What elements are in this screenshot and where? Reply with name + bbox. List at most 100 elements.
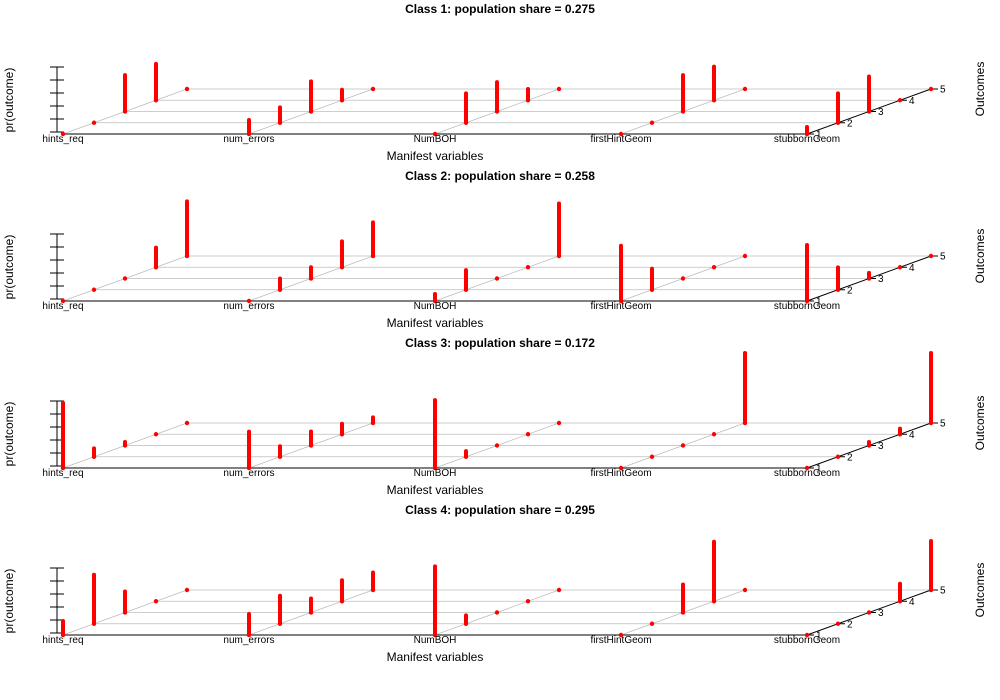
bar-base-point: [742, 253, 748, 259]
outcome-tick-label: 1: [816, 130, 822, 141]
bar-base-point: [711, 265, 717, 270]
bar-base-point: [525, 599, 531, 604]
y-axis-title: pr(outcome): [2, 235, 16, 300]
z-axis-title: Outcomes: [973, 62, 987, 117]
variable-label: firstHintGeom: [590, 301, 651, 312]
x-axis-title: Manifest variables: [387, 316, 484, 330]
variable-label: hints_req: [42, 468, 83, 479]
variable-label: stubbornGeom: [774, 301, 840, 312]
variable-label: NumBOH: [414, 468, 457, 479]
outcome-tick-label: 5: [940, 419, 946, 430]
bar-base-point: [153, 599, 159, 604]
y-axis-title: pr(outcome): [2, 569, 16, 634]
outcome-tick-label: 3: [878, 107, 884, 118]
panel-title: Class 4: population share = 0.295: [405, 503, 595, 517]
bar-base-point: [742, 86, 748, 92]
variable-label: stubbornGeom: [774, 468, 840, 479]
z-axis-title: Outcomes: [973, 563, 987, 618]
outcome-tick-label: 3: [878, 441, 884, 452]
bar-base-point: [928, 86, 934, 92]
bar-base-point: [649, 454, 655, 459]
bar-base-point: [60, 131, 66, 137]
bar-base-point: [556, 587, 562, 593]
chart-panel-3: Class 3: population share = 0.172 1 2 3 4 5 hi…: [2, 336, 987, 497]
bar-base-point: [494, 276, 500, 281]
outcome-tick-label: 2: [847, 118, 853, 129]
bar-base-point: [184, 420, 190, 426]
bar-base-point: [370, 86, 376, 92]
bar-base-point: [618, 131, 624, 137]
bar-base-point: [153, 432, 159, 437]
y-axis-title: pr(outcome): [2, 68, 16, 133]
bar-base-point: [432, 131, 438, 137]
variable-label: NumBOH: [414, 301, 457, 312]
outcome-tick-label: 4: [909, 263, 915, 274]
bar-base-point: [122, 276, 128, 281]
bar-base-point: [618, 465, 624, 471]
bar-base-point: [184, 587, 190, 593]
variable-label: firstHintGeom: [590, 134, 651, 145]
panel-title: Class 1: population share = 0.275: [405, 2, 595, 16]
bar-base-point: [804, 632, 810, 638]
bar-base-point: [184, 86, 190, 92]
bar-base-point: [897, 265, 903, 270]
variable-label: num_errors: [223, 635, 274, 646]
outcome-tick-label: 5: [940, 586, 946, 597]
outcome-tick-label: 3: [878, 274, 884, 285]
x-axis-title: Manifest variables: [387, 650, 484, 664]
outcome-tick-label: 5: [940, 252, 946, 263]
variable-label: firstHintGeom: [590, 468, 651, 479]
bar-base-point: [649, 621, 655, 626]
chart-panel-4: Class 4: population share = 0.295 1 2 3 4 5 hi…: [2, 503, 987, 664]
outcome-tick-label: 4: [909, 430, 915, 441]
bar-base-point: [618, 632, 624, 638]
bar-base-point: [680, 443, 686, 448]
outcome-tick-label: 2: [847, 452, 853, 463]
bar-base-point: [711, 432, 717, 437]
bar-base-point: [556, 420, 562, 426]
bar-base-point: [742, 587, 748, 593]
bar-base-point: [897, 98, 903, 103]
z-axis-title: Outcomes: [973, 229, 987, 284]
variable-label: stubbornGeom: [774, 635, 840, 646]
chart-panel-1: Class 1: population share = 0.275 1 2 3 4 5 hi…: [2, 2, 987, 163]
variable-label: hints_req: [42, 635, 83, 646]
bar-base-point: [804, 465, 810, 471]
variable-label: firstHintGeom: [590, 635, 651, 646]
bar-base-point: [556, 86, 562, 92]
z-axis-title: Outcomes: [973, 396, 987, 451]
variable-label: num_errors: [223, 468, 274, 479]
x-axis-title: Manifest variables: [387, 149, 484, 163]
outcome-tick-label: 1: [816, 297, 822, 308]
bar-base-point: [494, 443, 500, 448]
variable-label: hints_req: [42, 301, 83, 312]
y-axis-title: pr(outcome): [2, 402, 16, 467]
variable-label: hints_req: [42, 134, 83, 145]
bar-base-point: [246, 298, 252, 304]
panel-title: Class 2: population share = 0.258: [405, 169, 595, 183]
bar-base-point: [525, 265, 531, 270]
outcome-tick-label: 3: [878, 608, 884, 619]
variable-label: stubbornGeom: [774, 134, 840, 145]
x-axis-title: Manifest variables: [387, 483, 484, 497]
outcome-tick-label: 1: [816, 464, 822, 475]
bar-base-point: [835, 454, 841, 459]
bar-base-point: [680, 276, 686, 281]
bar-base-point: [866, 610, 872, 615]
chart-panel-2: Class 2: population share = 0.258 1 2 3 4 5 hi…: [2, 169, 987, 330]
outcome-tick-label: 4: [909, 597, 915, 608]
outcome-tick-label: 4: [909, 96, 915, 107]
variable-label: num_errors: [223, 301, 274, 312]
bar-base-point: [91, 287, 97, 292]
variable-label: NumBOH: [414, 134, 457, 145]
panel-title: Class 3: population share = 0.172: [405, 336, 595, 350]
outcome-tick-label: 2: [847, 285, 853, 296]
bar-base-point: [525, 432, 531, 437]
bar-base-point: [649, 120, 655, 125]
bar-base-point: [494, 610, 500, 615]
variable-label: NumBOH: [414, 635, 457, 646]
bar-base-point: [60, 298, 66, 304]
bar-base-point: [91, 120, 97, 125]
bar-base-point: [835, 621, 841, 626]
